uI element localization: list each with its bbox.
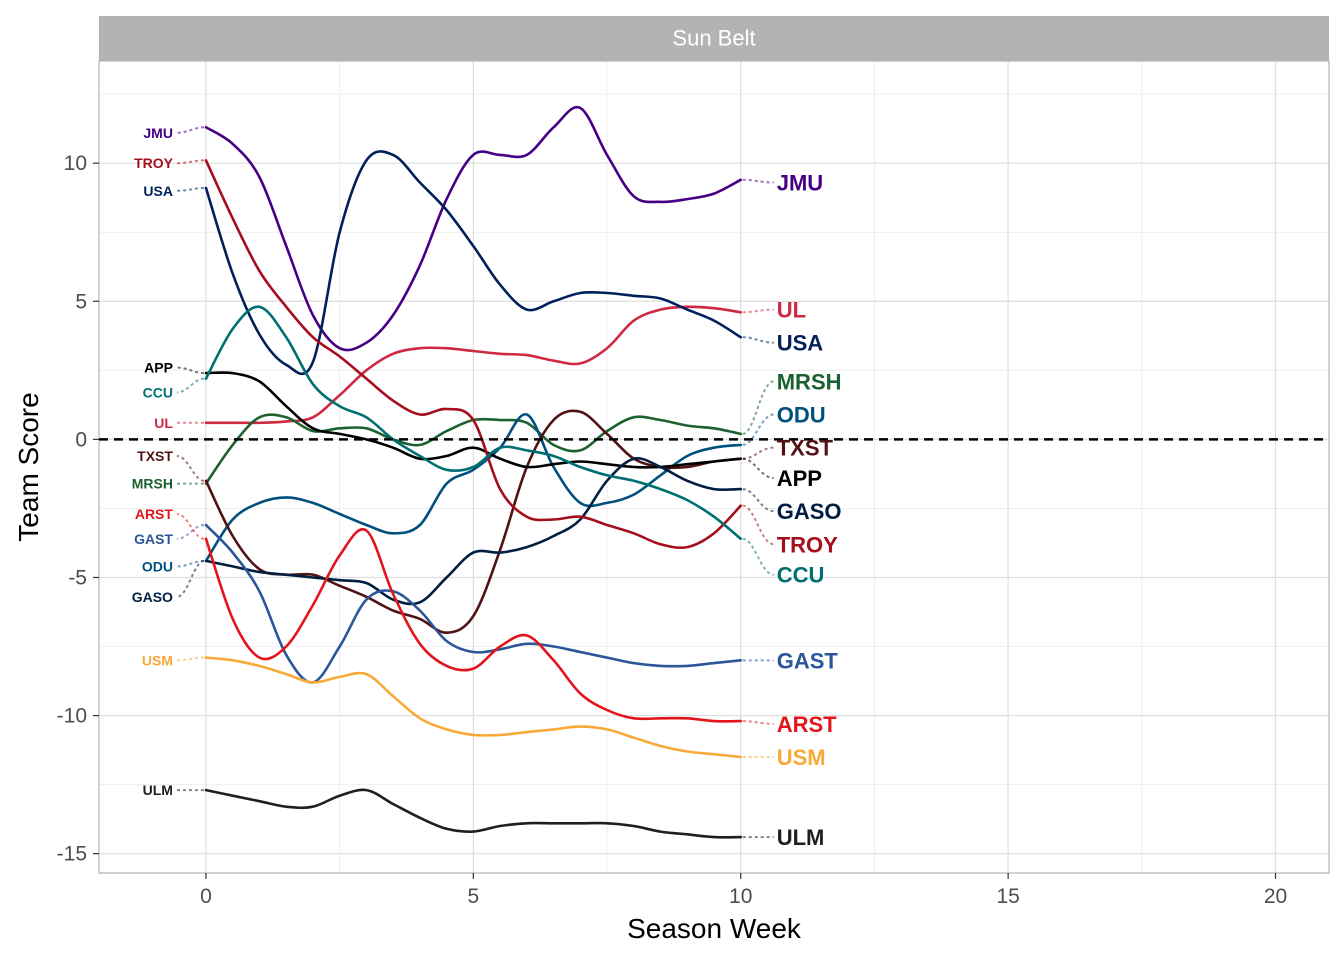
start-label-arst: ARST — [135, 506, 174, 522]
start-label-odu: ODU — [142, 558, 173, 574]
end-label-gast: GAST — [777, 648, 839, 673]
start-connector-usm — [176, 656, 204, 662]
end-label-odu: ODU — [777, 403, 826, 428]
facet-title: Sun Belt — [672, 25, 755, 50]
y-tick-label: 10 — [64, 152, 87, 175]
start-label-ul: UL — [154, 415, 173, 431]
series-line-usm — [204, 656, 742, 759]
start-label-ulm: ULM — [143, 782, 173, 798]
end-connector-mrsh — [742, 380, 775, 435]
end-label-arst: ARST — [777, 712, 837, 737]
series-line-jmu — [204, 105, 742, 352]
x-tick-label: 15 — [996, 885, 1019, 908]
facet-strip-background — [99, 16, 1329, 61]
series-line-app — [204, 371, 742, 469]
end-label-ccu: CCU — [777, 563, 825, 588]
start-connector-jmu — [176, 126, 204, 134]
y-tick-label: -15 — [57, 843, 87, 866]
end-connector-jmu — [742, 178, 774, 184]
end-connector-ccu — [742, 537, 775, 576]
x-tick-label: 5 — [468, 885, 480, 908]
end-label-usa: USA — [777, 331, 824, 356]
series-line-ccu — [204, 305, 742, 541]
x-tick-label: 20 — [1264, 885, 1287, 908]
x-tick-label: 0 — [200, 885, 212, 908]
x-tick-label: 10 — [729, 885, 752, 908]
y-tick-label: -10 — [57, 705, 87, 728]
series-line-odu — [204, 413, 742, 563]
start-label-troy: TROY — [134, 155, 174, 171]
start-connector-gaso — [176, 559, 205, 598]
start-connector-troy — [176, 159, 204, 165]
end-label-ulm: ULM — [777, 825, 825, 850]
y-tick-label: 5 — [75, 290, 87, 313]
start-connector-arst — [176, 512, 205, 540]
end-label-gaso: GASO — [777, 499, 842, 524]
end-connector-arst — [742, 720, 774, 725]
end-label-txst: TXST — [777, 436, 834, 461]
y-tick-label: -5 — [68, 566, 87, 589]
series-line-ulm — [204, 788, 742, 839]
end-label-troy: TROY — [777, 532, 838, 557]
axes: 0 5 10 15 20 -15 -10 -5 0 5 10 — [57, 152, 1288, 908]
start-connector-ccu — [176, 377, 205, 394]
y-tick-label: 0 — [75, 428, 87, 451]
facet-strip: Sun Belt — [99, 16, 1329, 61]
end-connector-app — [742, 457, 774, 480]
end-label-mrsh: MRSH — [777, 369, 842, 394]
start-label-txst: TXST — [137, 448, 173, 464]
start-connector-usa — [176, 187, 204, 192]
x-axis-title: Season Week — [627, 913, 802, 944]
series-line-troy — [204, 159, 742, 550]
end-label-usm: USM — [777, 745, 826, 770]
end-label-ul: UL — [777, 298, 806, 323]
start-label-gaso: GASO — [132, 589, 173, 605]
series-line-gaso — [204, 456, 742, 606]
end-label-jmu: JMU — [777, 171, 823, 196]
start-label-gast: GAST — [134, 531, 173, 547]
series-line-gast — [204, 523, 742, 684]
y-axis-title: Team Score — [13, 392, 44, 541]
start-label-app: APP — [144, 360, 173, 376]
start-connector-txst — [176, 454, 205, 482]
end-connector-ul — [742, 308, 774, 314]
end-connector-usa — [742, 336, 774, 344]
end-label-app: APP — [777, 466, 822, 491]
start-label-mrsh: MRSH — [132, 476, 173, 492]
start-label-usa: USA — [143, 183, 173, 199]
start-label-jmu: JMU — [143, 125, 173, 141]
start-connector-gast — [176, 524, 205, 540]
start-label-usm: USM — [142, 652, 173, 668]
end-connector-gaso — [742, 488, 774, 513]
series-line-usa — [204, 150, 742, 376]
start-label-ccu: CCU — [143, 384, 173, 400]
series-line-arst — [204, 527, 742, 723]
start-connector-app — [176, 366, 204, 375]
series-lines — [204, 105, 742, 839]
end-connector-troy — [742, 504, 775, 546]
series-labels: JMU JMU UL UL USA USA MRSH MRSH ODU ODU TXST TXST AP… — [132, 125, 842, 850]
